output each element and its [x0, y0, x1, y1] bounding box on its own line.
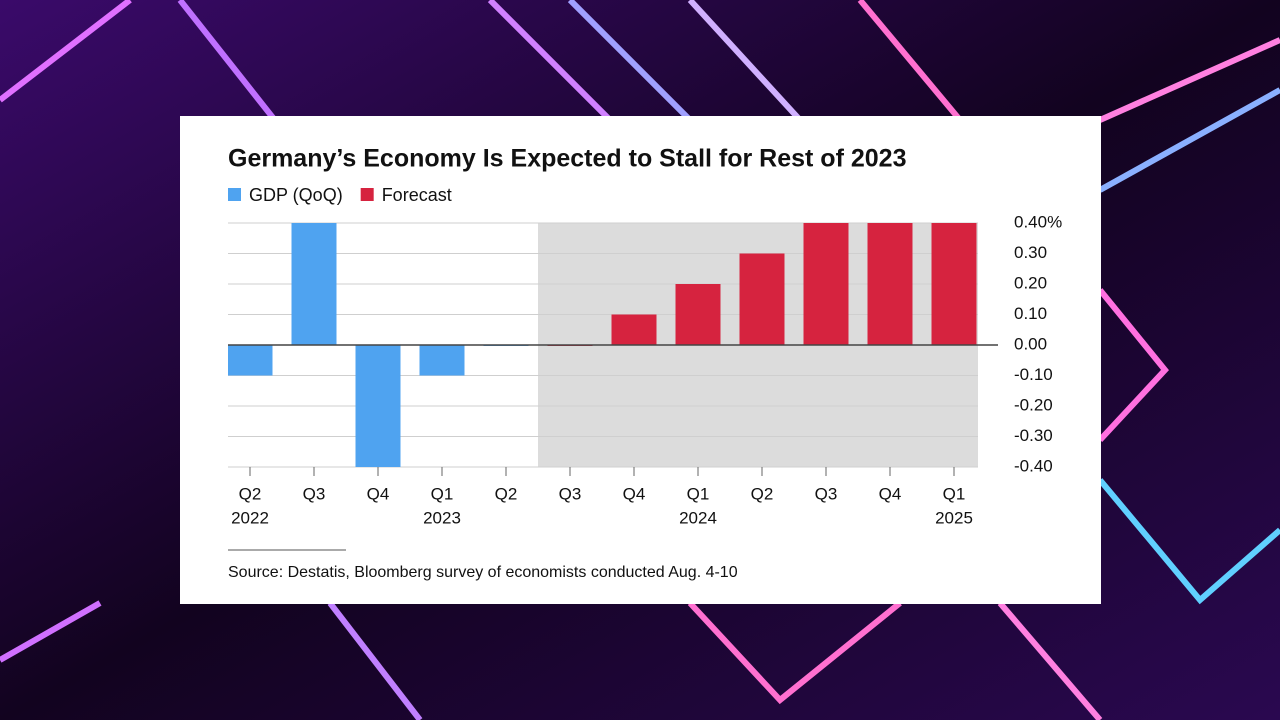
bar [355, 345, 401, 467]
bar [803, 223, 849, 345]
x-tick-label: Q2 [239, 484, 262, 503]
source: Source: Destatis, Bloomberg survey of ec… [228, 564, 738, 581]
bar [867, 223, 913, 345]
x-tick-label: Q1 [687, 484, 710, 503]
legend-label: Forecast [382, 185, 452, 205]
x-year-label: 2024 [679, 508, 717, 527]
bar [931, 223, 977, 345]
x-tick-label: Q3 [559, 484, 582, 503]
bar [611, 314, 657, 345]
y-tick-label: -0.30 [1014, 426, 1053, 445]
bar [419, 345, 465, 376]
y-tick-label: 0.00 [1014, 334, 1047, 353]
y-tick-label: -0.40 [1014, 456, 1053, 475]
legend-swatch [360, 188, 374, 201]
y-tick-label: 0.40% [1014, 212, 1062, 231]
x-tick-label: Q2 [495, 484, 518, 503]
x-tick-label: Q3 [303, 484, 326, 503]
x-tick-label: Q1 [431, 484, 454, 503]
bar [291, 223, 337, 345]
y-tick-label: 0.20 [1014, 273, 1047, 292]
y-tick-label: 0.10 [1014, 304, 1047, 323]
x-tick-label: Q4 [623, 484, 646, 503]
y-tick-label: 0.30 [1014, 243, 1047, 262]
bar [228, 345, 273, 376]
x-year-label: 2025 [935, 508, 973, 527]
x-tick-label: Q2 [751, 484, 774, 503]
bar [739, 253, 785, 345]
x-tick-label: Q3 [815, 484, 838, 503]
x-year-label: 2023 [423, 508, 461, 527]
x-year-label: 2022 [231, 508, 269, 527]
legend-swatch [228, 188, 241, 201]
legend-label: GDP (QoQ) [249, 185, 343, 205]
y-tick-label: -0.10 [1014, 365, 1053, 384]
y-tick-label: -0.20 [1014, 395, 1053, 414]
bar [675, 284, 721, 345]
x-tick-label: Q4 [879, 484, 902, 503]
x-tick-label: Q4 [367, 484, 390, 503]
x-tick-label: Q1 [943, 484, 966, 503]
chart-title: Germany’s Economy Is Expected to Stall f… [228, 145, 906, 173]
